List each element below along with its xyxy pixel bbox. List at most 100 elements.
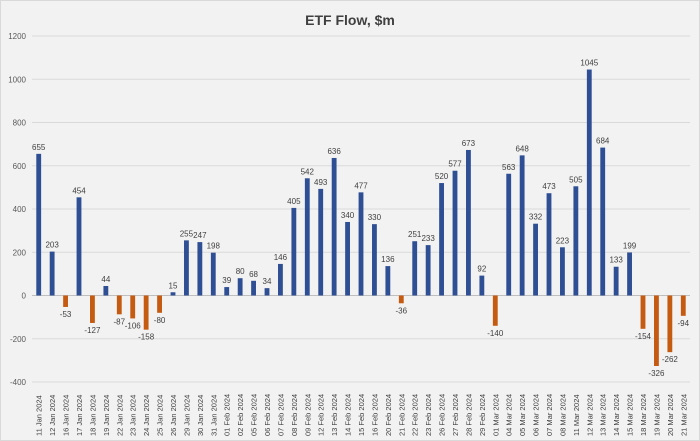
data-label: -154 — [635, 332, 652, 341]
x-tick-label: 07 Feb 2024 — [276, 394, 285, 436]
x-tick-label: 01 Mar 2024 — [491, 394, 500, 436]
bar — [90, 295, 95, 323]
x-tick-label: 20 Feb 2024 — [384, 394, 393, 436]
y-tick-label: 200 — [13, 248, 27, 257]
x-tick-label: 29 Feb 2024 — [478, 394, 487, 436]
x-tick-label: 08 Feb 2024 — [290, 394, 299, 436]
data-label: 648 — [515, 144, 529, 153]
x-tick-label: 12 Jan 2024 — [48, 395, 57, 436]
y-tick-label: 800 — [13, 119, 27, 128]
x-tick-label: 05 Mar 2024 — [518, 394, 527, 436]
data-label: 233 — [421, 234, 435, 243]
bar — [237, 278, 243, 296]
x-tick-label: 14 Feb 2024 — [344, 394, 353, 436]
data-label: 133 — [609, 256, 623, 265]
x-tick-label: 13 Feb 2024 — [330, 394, 339, 436]
bar — [103, 285, 109, 296]
bar — [439, 183, 444, 296]
bar — [49, 251, 55, 296]
x-tick-label: 29 Jan 2024 — [182, 395, 191, 436]
bar — [586, 69, 592, 296]
bar — [425, 245, 431, 296]
bar — [36, 153, 42, 296]
bar — [358, 192, 364, 296]
bar — [197, 242, 203, 296]
x-tick-label: 22 Jan 2024 — [115, 395, 124, 436]
data-label: -326 — [648, 369, 665, 378]
x-tick-label: 26 Jan 2024 — [169, 395, 178, 436]
bar — [385, 266, 391, 296]
data-label: 493 — [314, 178, 328, 187]
data-label: 655 — [32, 143, 46, 152]
y-tick-label: 0 — [22, 292, 27, 301]
x-tick-label: 15 Feb 2024 — [357, 394, 366, 436]
x-tick-label: 01 Feb 2024 — [223, 394, 232, 436]
data-label: 505 — [569, 175, 583, 184]
bar — [63, 295, 68, 307]
data-label: -262 — [662, 355, 679, 364]
bar — [466, 149, 471, 296]
bar — [345, 221, 350, 296]
data-label: 636 — [327, 147, 341, 156]
x-tick-label: 21 Feb 2024 — [397, 394, 406, 436]
data-label: 340 — [341, 211, 355, 220]
y-tick-label: 1000 — [8, 75, 26, 84]
bar — [600, 147, 606, 296]
x-tick-label: 23 Feb 2024 — [424, 394, 433, 436]
y-tick-label: 1200 — [8, 32, 26, 41]
data-label: 684 — [596, 137, 610, 146]
data-label: 34 — [263, 277, 272, 286]
x-tick-label: 24 Jan 2024 — [142, 395, 151, 436]
bar — [224, 287, 230, 296]
data-label: 39 — [222, 276, 231, 285]
x-tick-label: 08 Mar 2024 — [558, 394, 567, 436]
x-tick-label: 11 Mar 2024 — [572, 394, 581, 436]
data-label: 405 — [287, 197, 301, 206]
bar — [291, 207, 297, 296]
bar — [533, 223, 538, 296]
data-label: -36 — [396, 306, 408, 315]
data-label: 199 — [623, 241, 637, 250]
bar — [519, 155, 525, 296]
data-label: -106 — [125, 321, 142, 330]
x-tick-label: 31 Jan 2024 — [209, 395, 218, 436]
x-tick-label: 18 Jan 2024 — [88, 395, 97, 436]
data-label: 223 — [556, 236, 570, 245]
x-tick-label: 07 Mar 2024 — [545, 394, 554, 436]
y-tick-label: -400 — [10, 378, 27, 387]
bar — [331, 157, 337, 296]
bar — [318, 188, 324, 296]
bar — [398, 295, 404, 304]
x-tick-label: 04 Mar 2024 — [505, 394, 514, 436]
data-label: 255 — [180, 229, 194, 238]
x-tick-label: 12 Mar 2024 — [585, 394, 594, 436]
data-label: -158 — [138, 333, 155, 342]
data-label: 203 — [45, 241, 59, 250]
bar — [613, 266, 619, 296]
x-tick-label: 05 Feb 2024 — [250, 394, 259, 436]
bar — [667, 295, 673, 353]
data-label: 80 — [236, 267, 245, 276]
x-tick-label: 12 Feb 2024 — [317, 394, 326, 436]
y-tick-label: 600 — [13, 162, 27, 171]
data-label: 542 — [301, 167, 315, 176]
x-tick-label: 13 Mar 2024 — [599, 394, 608, 436]
bar — [210, 252, 216, 296]
data-label: 1045 — [580, 59, 598, 68]
x-tick-label: 30 Jan 2024 — [196, 395, 205, 436]
x-tick-label: 22 Feb 2024 — [411, 394, 420, 436]
data-label: 520 — [435, 172, 449, 181]
x-tick-label: 25 Jan 2024 — [156, 395, 165, 436]
bar — [627, 252, 632, 296]
y-tick-label: 400 — [13, 205, 27, 214]
x-tick-label: 21 Mar 2024 — [679, 394, 688, 436]
bar — [573, 186, 579, 296]
data-label: -94 — [678, 319, 690, 328]
data-label: 332 — [529, 213, 543, 222]
data-label: 136 — [381, 255, 395, 264]
data-label: 44 — [101, 275, 110, 284]
bar — [506, 173, 512, 296]
data-label: -80 — [154, 316, 166, 325]
data-label: 146 — [274, 253, 288, 262]
